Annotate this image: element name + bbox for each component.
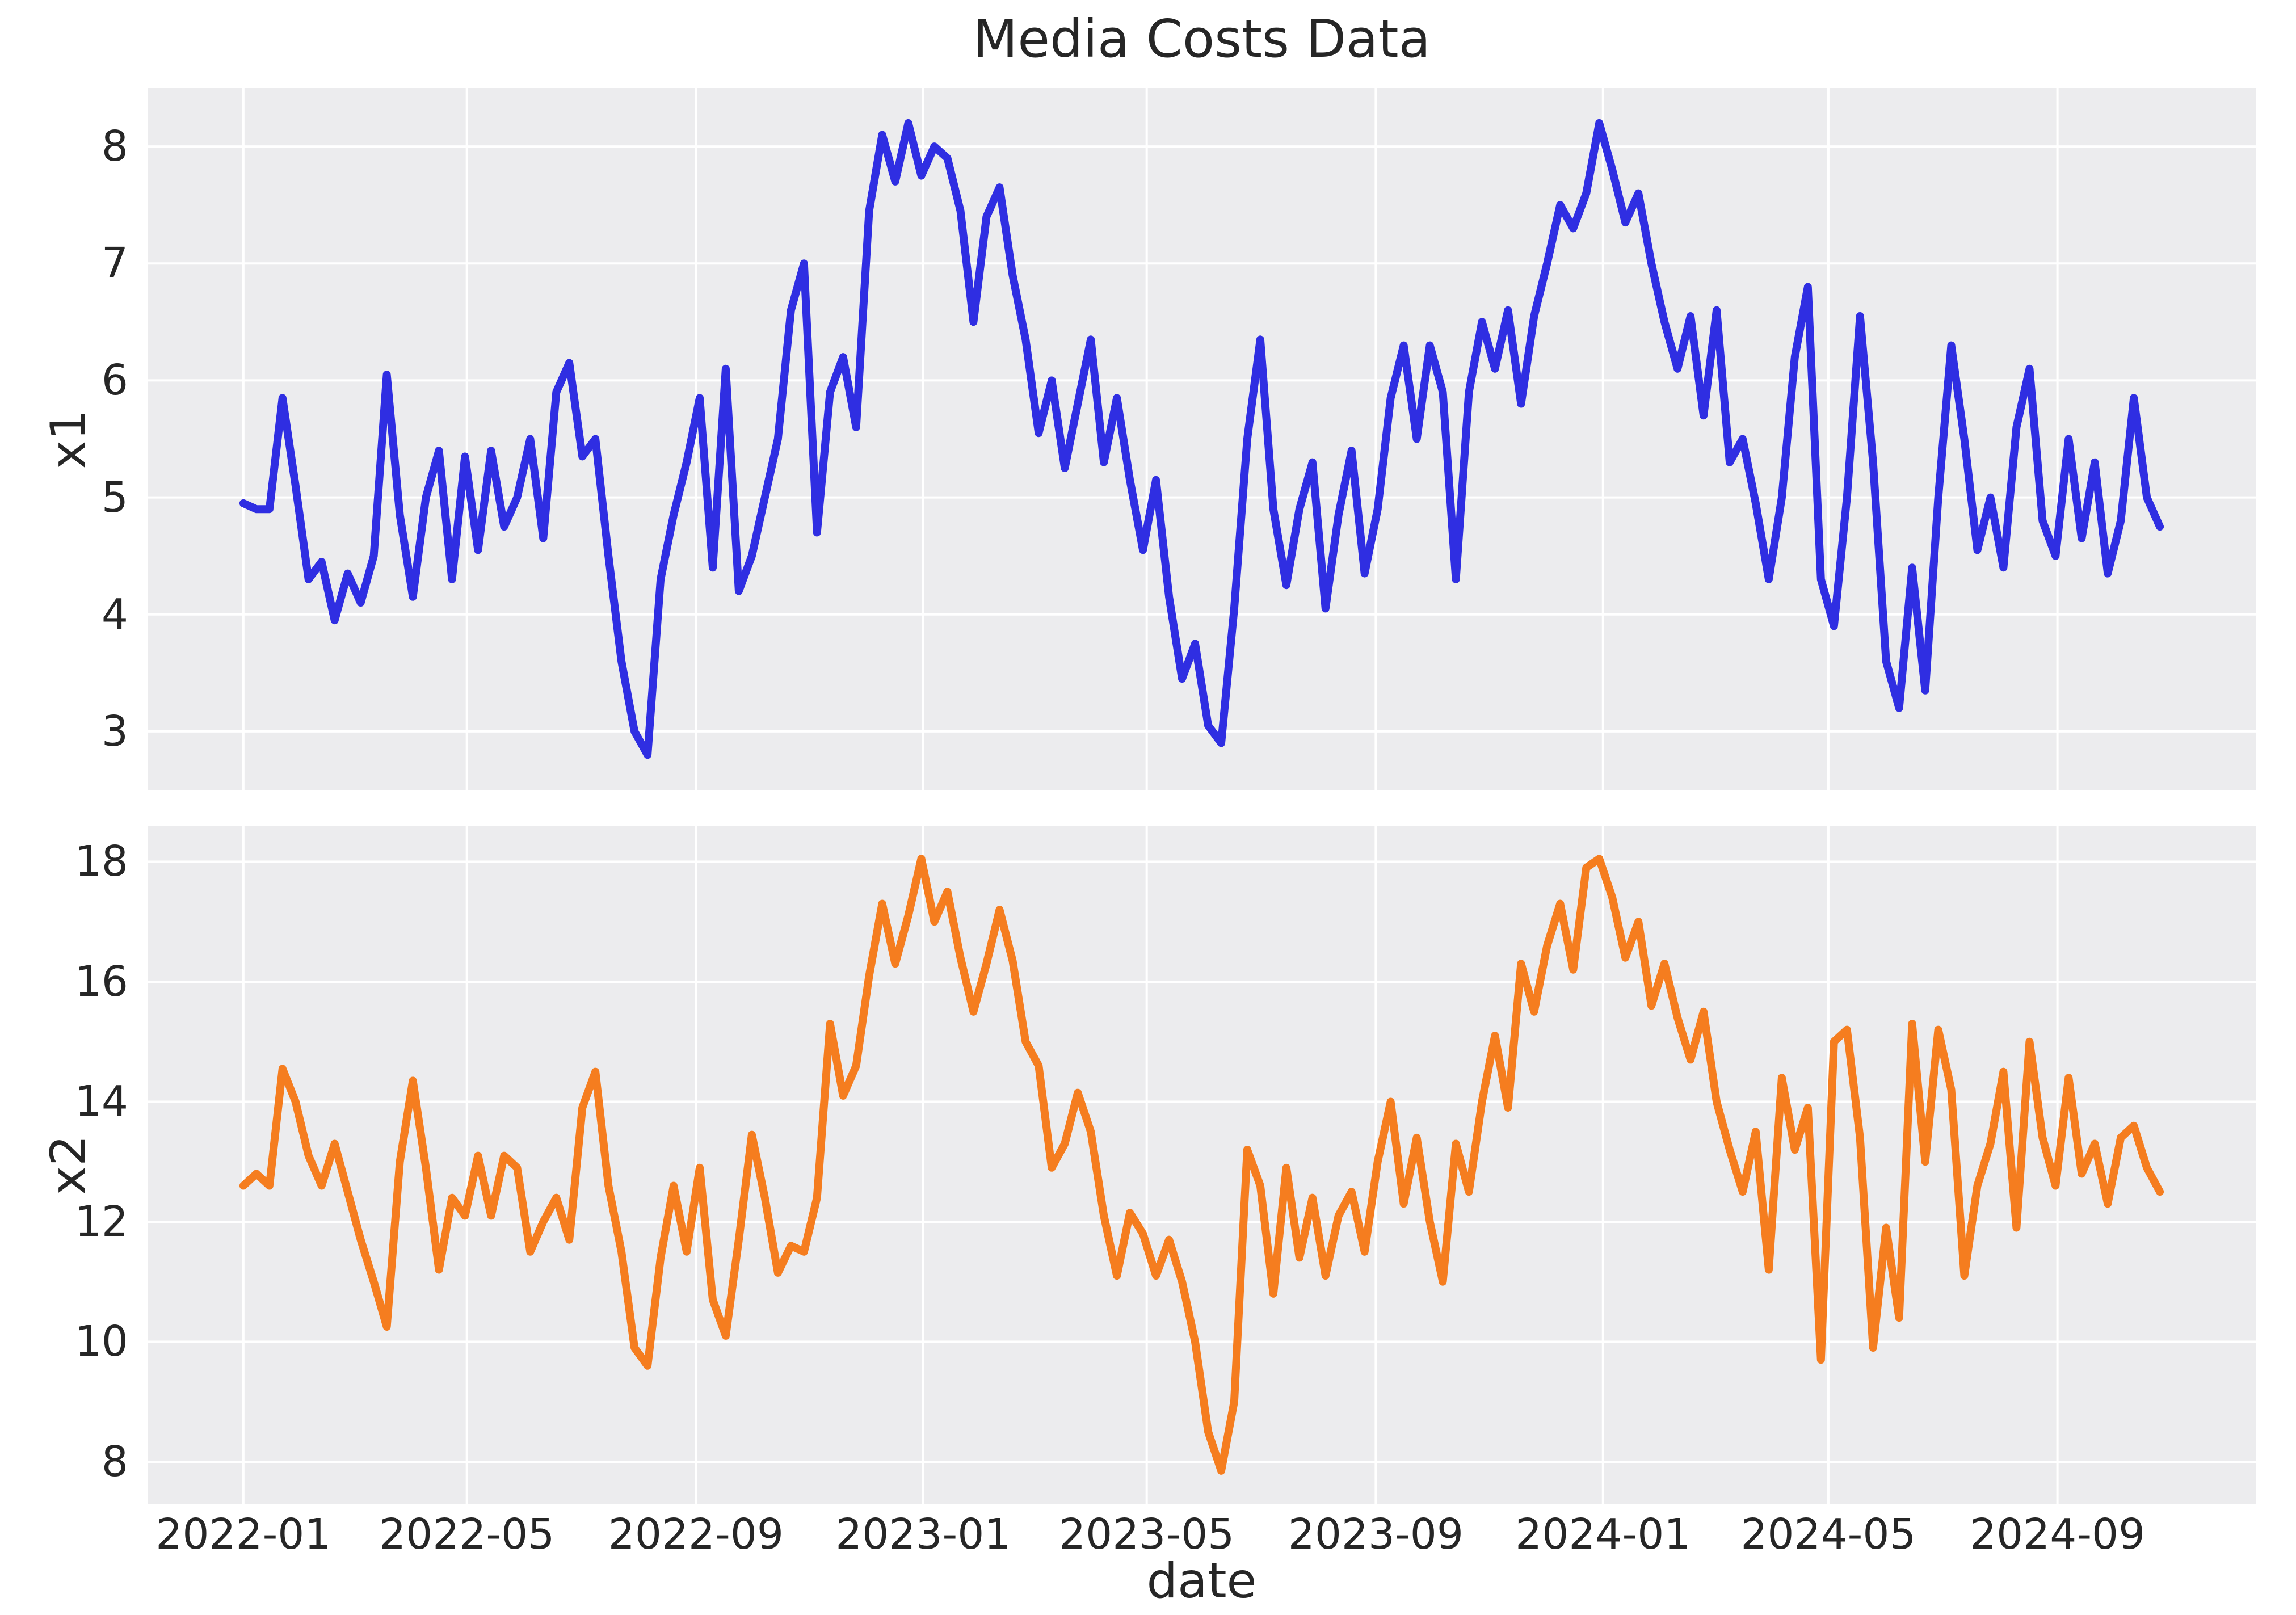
- x2-line: [239, 855, 2164, 1475]
- x2-ytick-label: 16: [74, 957, 128, 1006]
- x2-ytick-label: 12: [74, 1197, 128, 1246]
- x-tick-label: 2024-09: [1970, 1510, 2146, 1559]
- x1-ytick-label: 8: [101, 122, 128, 171]
- x-tick-label: 2023-09: [1288, 1510, 1464, 1559]
- x2-ytick-label: 10: [74, 1317, 128, 1366]
- x1-plot-canvas: [148, 88, 2256, 790]
- x-tick-label: 2022-05: [379, 1510, 555, 1559]
- y-axis-label-x1: x1: [40, 409, 97, 469]
- x-axis-label: date: [1146, 1553, 1257, 1609]
- subplot-x1: [148, 88, 2256, 790]
- x1-ytick-label: 5: [101, 473, 128, 522]
- x-tick-label: 2023-05: [1059, 1510, 1235, 1559]
- x-tick-label: 2024-01: [1515, 1510, 1691, 1559]
- x-tick-label: 2022-01: [155, 1510, 331, 1559]
- x2-ytick-label: 18: [74, 837, 128, 886]
- subplot-x2: [148, 826, 2256, 1504]
- x2-ytick-label: 14: [74, 1077, 128, 1126]
- x1-ytick-label: 4: [101, 590, 128, 639]
- x1-ytick-label: 7: [101, 239, 128, 288]
- x1-ytick-label: 6: [101, 356, 128, 405]
- x2-ytick-label: 8: [101, 1437, 128, 1486]
- x-tick-label: 2022-09: [608, 1510, 784, 1559]
- x2-plot-canvas: [148, 826, 2256, 1504]
- x1-line: [239, 119, 2164, 759]
- x-tick-label: 2024-05: [1740, 1510, 1916, 1559]
- x-tick-label: 2023-01: [835, 1510, 1011, 1559]
- x1-ytick-label: 3: [101, 706, 128, 756]
- chart-title: Media Costs Data: [973, 9, 1431, 69]
